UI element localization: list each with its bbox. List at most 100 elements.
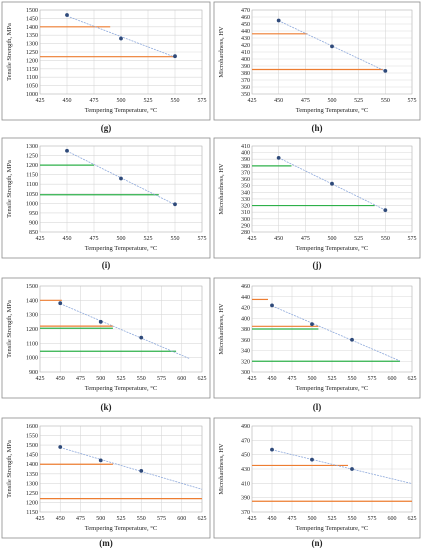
panel-frame [1,1,211,121]
y-tick-label: 450 [241,453,250,459]
y-tick-label: 1000 [26,92,38,98]
y-tick-label: 420 [241,43,250,49]
y-tick-label: 1400 [26,462,38,468]
y-tick-label: 1350 [26,33,38,39]
y-tick-label: 450 [241,22,250,28]
x-tick-label: 500 [117,236,126,242]
chart-panel: 900 1000 1100 1200 1300 1400 1500 425 450 475 500 5… [1,277,211,412]
y-tick-label: 380 [241,164,250,170]
data-point [98,458,103,463]
x-tick-label: 575 [368,516,377,522]
chart-panel: 2802903003103203303403503603703803904004… [213,137,421,270]
y-tick-label: 1450 [26,16,38,22]
x-tick-label: 550 [381,98,390,104]
x-tick-label: 525 [328,376,337,382]
y-tick-label: 420 [241,306,250,312]
data-point [58,301,63,306]
y-axis-title: Microhardness, HV [218,163,225,215]
data-point [270,447,274,452]
chart-panel: 370 390 410 430 450 470 490 425 450 475 500 525 550 5… [213,417,421,548]
y-tick-label: 1300 [26,42,38,48]
panel-caption: (h) [312,123,323,133]
y-tick-label: 1150 [26,67,38,73]
data-point [330,181,334,186]
x-tick-label: 625 [408,376,417,382]
y-tick-label: 280 [241,230,250,236]
y-tick-label: 1250 [26,154,38,160]
x-tick-label: 500 [308,376,317,382]
data-point [139,469,144,473]
x-tick-label: 450 [63,236,72,242]
y-tick-label: 300 [241,370,250,376]
trend-line [60,447,203,490]
x-tick-label: 425 [248,376,257,382]
x-tick-label: 575 [157,376,166,382]
y-tick-label: 350 [241,184,250,190]
x-axis-title: Tempering Temperature, °C [296,385,369,392]
y-tick-label: 1200 [26,58,38,64]
y-tick-label: 950 [29,211,38,217]
y-tick-label: 1300 [26,144,38,150]
panel-frame [213,137,421,259]
x-tick-label: 600 [177,376,186,382]
x-tick-label: 500 [328,236,337,242]
x-tick-label: 500 [96,376,105,382]
y-tick-label: 360 [241,85,250,91]
y-tick-label: 460 [241,284,250,290]
y-tick-label: 850 [29,230,38,236]
y-tick-label: 1150 [26,510,38,516]
data-point [383,208,388,213]
x-tick-label: 525 [354,98,363,104]
y-tick-label: 1250 [26,491,38,497]
y-tick-label: 1100 [26,341,38,347]
panel-frame [213,277,421,399]
y-tick-label: 390 [241,64,250,70]
y-tick-label: 1150 [26,173,38,179]
y-tick-label: 1600 [26,424,38,430]
x-tick-label: 500 [308,516,317,522]
plot-area-border [39,285,203,373]
x-tick-label: 500 [96,516,105,522]
panel-caption: (i) [102,260,111,270]
plot-area-border [251,9,413,95]
y-axis-title: Microhardness, HV [218,303,225,355]
y-tick-label: 320 [241,204,250,210]
x-tick-label: 625 [198,516,207,522]
y-tick-label: 400 [241,57,250,63]
y-tick-label: 430 [241,467,250,473]
y-tick-label: 1300 [26,481,38,487]
x-tick-label: 575 [408,98,417,104]
y-tick-label: 1100 [26,182,38,188]
y-tick-label: 1050 [26,192,38,198]
x-tick-label: 425 [248,236,257,242]
x-tick-label: 475 [76,376,85,382]
y-tick-label: 1200 [26,500,38,506]
x-tick-label: 575 [198,98,207,104]
y-tick-label: 350 [241,92,250,98]
y-tick-label: 340 [241,190,250,196]
data-point [98,319,103,324]
y-tick-label: 1400 [26,25,38,31]
y-tick-label: 430 [241,36,250,42]
x-tick-label: 425 [36,376,45,382]
y-tick-label: 1100 [26,75,38,81]
y-tick-label: 410 [241,144,250,150]
x-tick-label: 625 [198,376,207,382]
y-tick-label: 1200 [26,163,38,169]
data-point [65,13,69,17]
x-axis-title: Tempering Temperature, °C [85,245,158,252]
chart-panel: 850 900 950 1000 1050 1100 1150 1200 1250 1300 425… [1,137,211,270]
y-tick-label: 410 [241,50,250,56]
y-tick-label: 900 [29,370,38,376]
panel-caption: (j) [313,260,322,270]
data-point [173,202,177,207]
data-point [119,176,123,181]
x-tick-label: 475 [76,516,85,522]
y-tick-label: 1550 [26,434,38,440]
y-tick-label: 1400 [26,298,38,304]
y-axis-title: Microhardness, HV [218,26,225,78]
x-tick-label: 475 [288,516,297,522]
plot-area-border [39,145,203,233]
y-axis-title: Tensile Strength, MPa [6,23,13,81]
